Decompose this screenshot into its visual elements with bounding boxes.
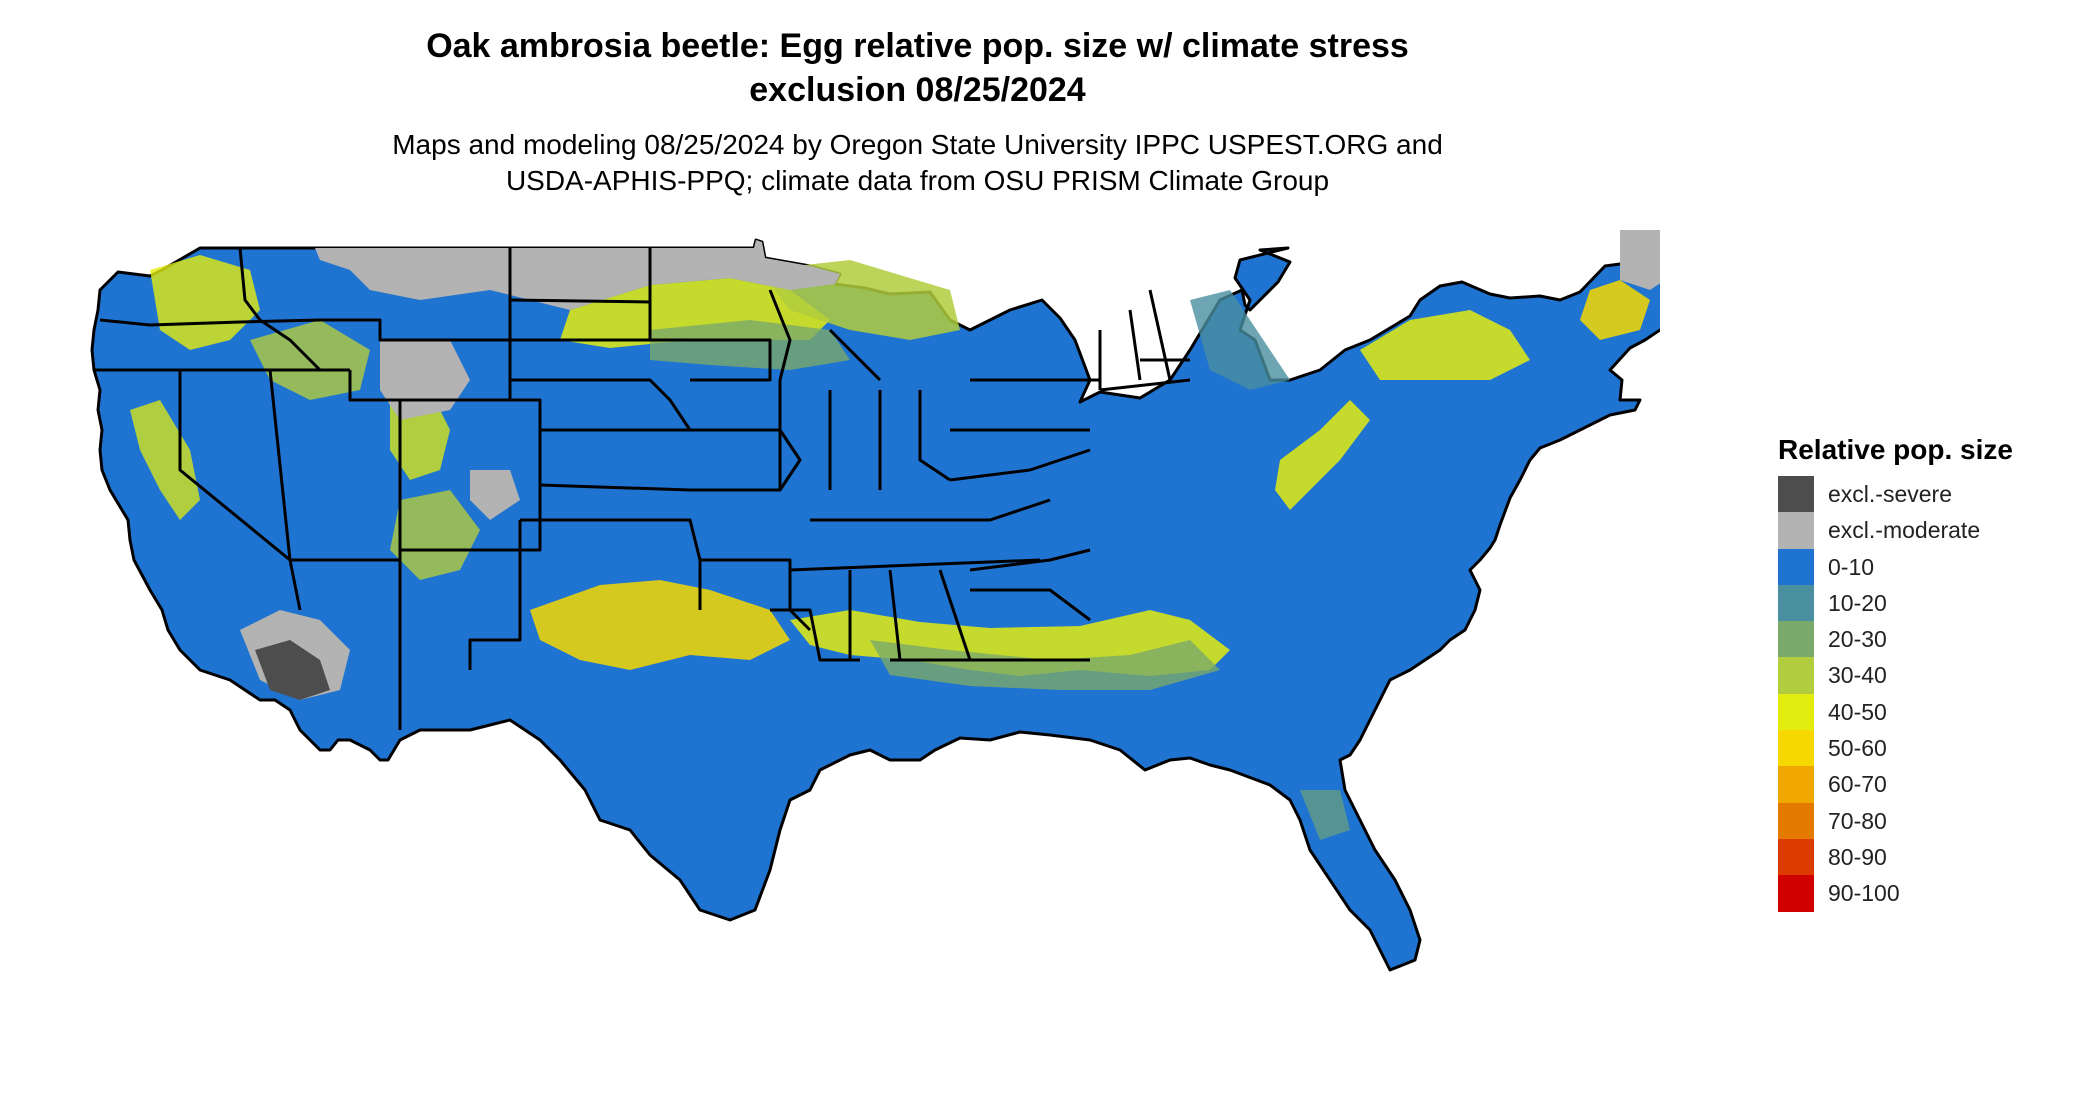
legend-swatch bbox=[1778, 584, 1814, 622]
us-map bbox=[90, 230, 1660, 972]
legend-item: 80-90 bbox=[1778, 838, 2078, 876]
legend-label: 50-60 bbox=[1828, 735, 1887, 762]
legend-swatch bbox=[1778, 512, 1814, 549]
legend-swatch bbox=[1778, 657, 1814, 694]
legend-item: 70-80 bbox=[1778, 802, 2078, 839]
patch-michigan-green bbox=[1190, 290, 1290, 390]
excl-severe-southwest bbox=[255, 640, 330, 700]
legend-label: excl.-severe bbox=[1828, 481, 1952, 507]
legend-title: Relative pop. size bbox=[1778, 434, 2013, 465]
legend-item: excl.-severe bbox=[1778, 476, 2078, 513]
state-borders bbox=[94, 247, 1191, 730]
patch-northeast-band bbox=[1360, 310, 1530, 380]
legend-item: 90-100 bbox=[1778, 875, 2078, 912]
legend-items: excl.-severe excl.-moderate 0-10 10-20 20-30… bbox=[1778, 476, 2078, 912]
legend-swatch bbox=[1778, 693, 1814, 731]
legend-item: 40-50 bbox=[1778, 693, 2078, 731]
legend-label: 40-50 bbox=[1828, 698, 1887, 725]
legend-label: excl.-moderate bbox=[1828, 517, 1981, 544]
legend-swatch bbox=[1778, 476, 1814, 513]
exclusion-regions bbox=[240, 230, 1660, 700]
excl-moderate-colorado bbox=[470, 470, 520, 520]
legend-swatch bbox=[1778, 621, 1814, 658]
patch-midwest-green bbox=[650, 320, 850, 370]
patch-newengland-band bbox=[1580, 280, 1650, 340]
map-title-line-1: Oak ambrosia beetle: Egg relative pop. s… bbox=[426, 27, 1409, 65]
legend-item: 0-10 bbox=[1778, 548, 2078, 585]
map-title-line-2: exclusion 08/25/2024 bbox=[749, 71, 1086, 109]
legend-swatch bbox=[1778, 730, 1814, 767]
legend-item: excl.-moderate bbox=[1778, 512, 2078, 549]
legend-item: 50-60 bbox=[1778, 730, 2078, 767]
legend-label: 10-20 bbox=[1828, 589, 1887, 616]
legend-label: 30-40 bbox=[1828, 662, 1887, 689]
legend-label: 60-70 bbox=[1828, 771, 1887, 798]
legend-swatch bbox=[1778, 875, 1814, 912]
legend-swatch bbox=[1778, 838, 1814, 876]
legend-swatch bbox=[1778, 766, 1814, 803]
legend: Relative pop. size excl.-severe excl.-mod… bbox=[1778, 432, 2078, 912]
legend-item: 60-70 bbox=[1778, 766, 2078, 803]
legend-item: 30-40 bbox=[1778, 657, 2078, 694]
patch-appalachian-band bbox=[1275, 400, 1370, 510]
patch-northwest-bands bbox=[150, 255, 260, 350]
legend-label: 70-80 bbox=[1828, 807, 1887, 834]
map-subtitle-line-2: USDA-APHIS-PPQ; climate data from OSU PR… bbox=[505, 165, 1330, 196]
legend-label: 90-100 bbox=[1828, 880, 1900, 907]
legend-label: 20-30 bbox=[1828, 626, 1887, 653]
patch-newmexico-band bbox=[390, 490, 480, 580]
map-subtitle-line-1: Maps and modeling 08/25/2024 by Oregon S… bbox=[392, 129, 1443, 160]
legend-label: 80-90 bbox=[1828, 843, 1887, 870]
legend-label: 0-10 bbox=[1828, 553, 1875, 580]
legend-swatch bbox=[1778, 802, 1814, 839]
patch-california-bands bbox=[130, 400, 200, 520]
conus-outline bbox=[90, 231, 1660, 972]
patch-texas-band bbox=[530, 580, 790, 670]
excl-moderate-maine bbox=[1620, 230, 1660, 290]
patch-gulf-band bbox=[870, 640, 1220, 690]
legend-item: 20-30 bbox=[1778, 621, 2078, 658]
legend-item: 10-20 bbox=[1778, 584, 2078, 622]
legend-swatch bbox=[1778, 548, 1814, 585]
patch-florida-green bbox=[1300, 790, 1350, 840]
excl-moderate-north-plains bbox=[315, 240, 840, 310]
